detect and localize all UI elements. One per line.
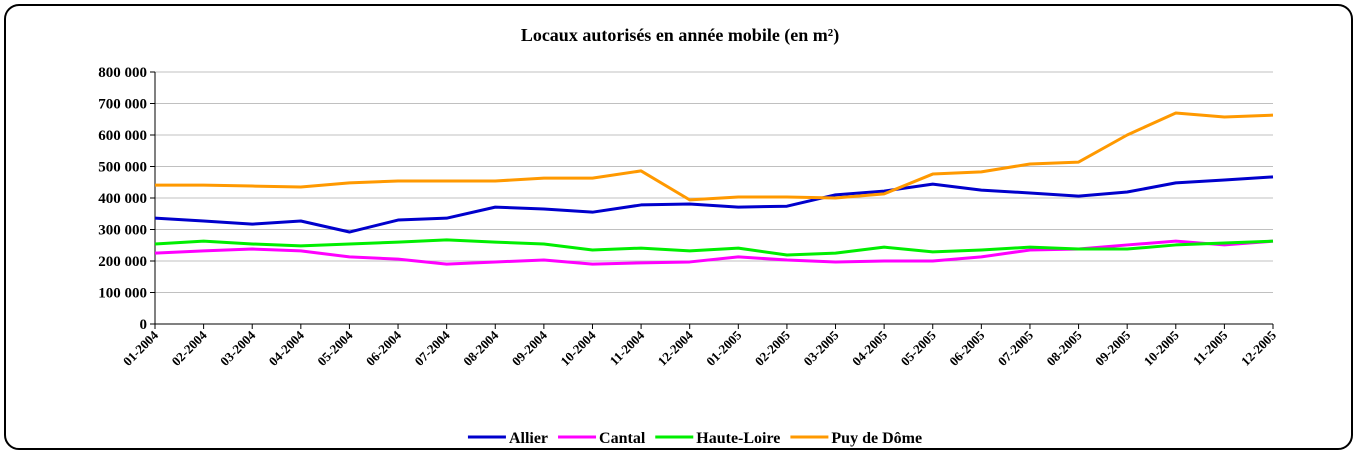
legend-label: Puy de Dôme: [831, 430, 922, 447]
legend-label: Haute-Loire: [696, 430, 780, 447]
legend: Allier Cantal Haute-Loire Puy de Dôme: [467, 430, 922, 447]
y-tick-label: 100 000: [98, 286, 147, 302]
y-tick-label: 300 000: [98, 223, 147, 239]
legend-label: Allier: [509, 430, 548, 447]
y-tick-label: 400 000: [98, 191, 147, 207]
y-tick-label: 200 000: [98, 254, 147, 270]
chart-title: Locaux autorisés en année mobile (en m²): [521, 25, 839, 46]
line-series: [154, 238, 1274, 257]
legend-label: Cantal: [599, 430, 646, 447]
chart-frame: [4, 4, 1353, 450]
y-tick-label: 0: [140, 317, 148, 333]
line-series: [154, 175, 1274, 234]
y-tick-label: 500 000: [98, 160, 147, 176]
y-tick-label: 700 000: [98, 97, 147, 113]
line-series: [155, 111, 1274, 202]
y-tick-label: 800 000: [98, 65, 147, 81]
y-tick-label: 600 000: [98, 128, 147, 144]
